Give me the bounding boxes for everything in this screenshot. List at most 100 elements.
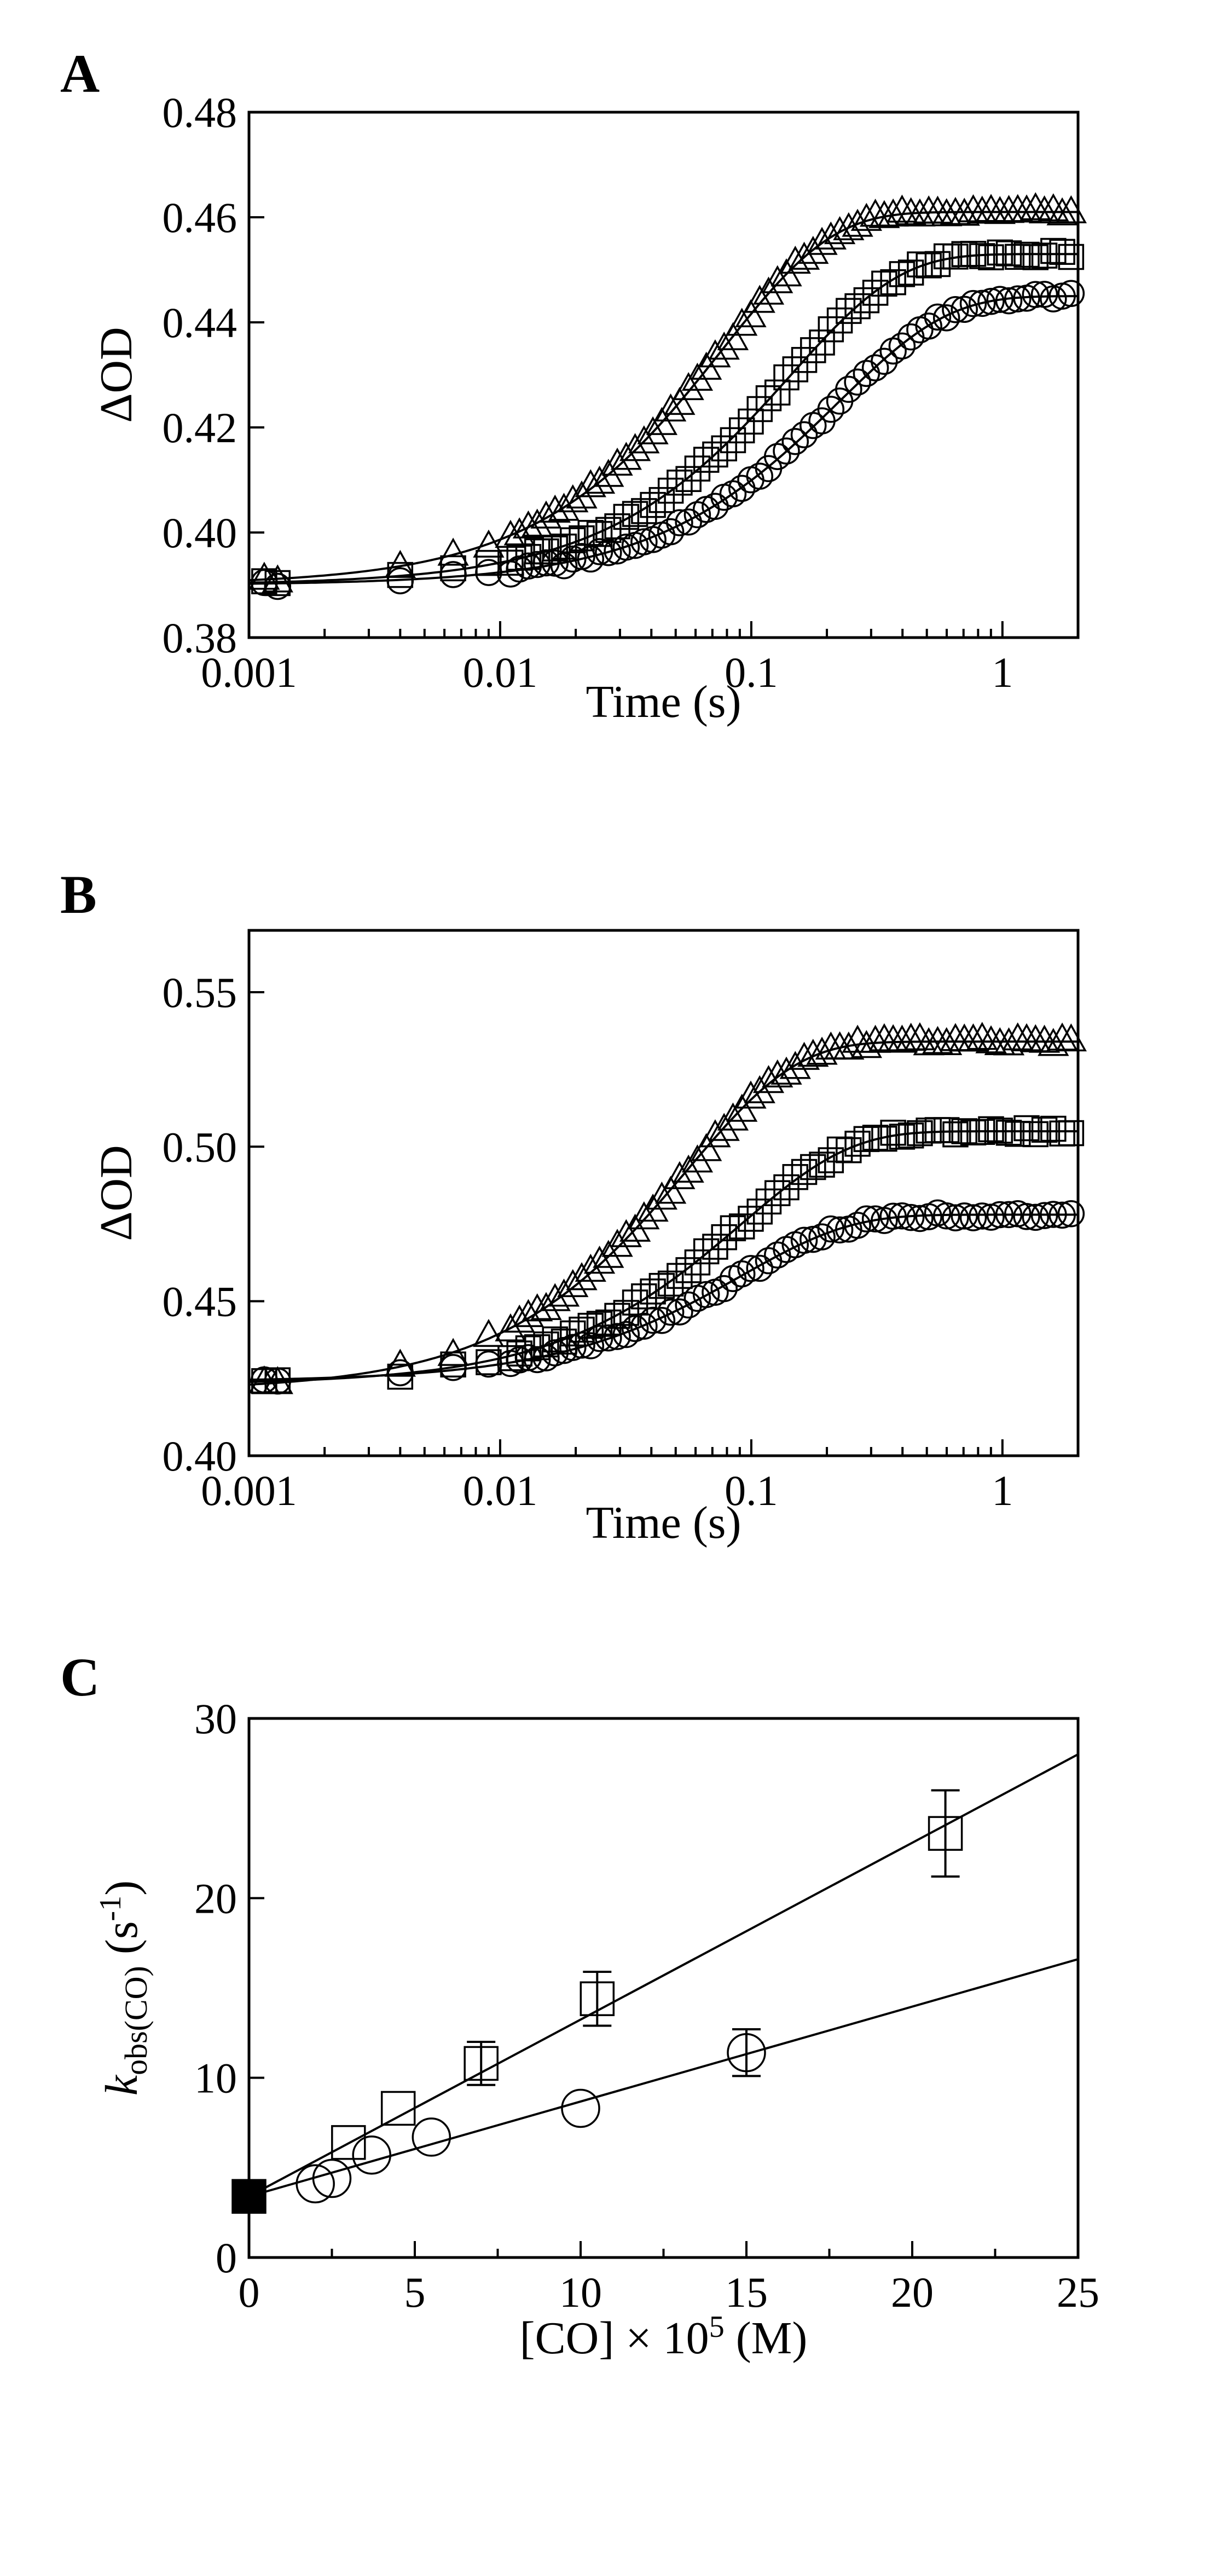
- panel-b-point-triangle: [566, 1262, 598, 1290]
- panel-a-point-square: [897, 259, 924, 286]
- panel-b-point-circle: [844, 1212, 871, 1239]
- panel-b-point-square: [1040, 1115, 1067, 1142]
- panel-a-point-triangle: [788, 241, 820, 270]
- panel-c-axes: 0 10 20 30 0 5 10 15 20 25: [194, 1695, 1099, 2316]
- panel-a-point-triangle: [886, 194, 918, 223]
- panel-b-point-triangle: [610, 1219, 642, 1247]
- panel-a-point-square: [1049, 239, 1075, 265]
- panel-a-point-circle: [746, 462, 773, 490]
- panel-b-point-square: [987, 1118, 1013, 1144]
- panel-a-point-square: [586, 520, 613, 547]
- panel-b-point-circle: [639, 1306, 667, 1334]
- panel-a-point-circle: [986, 286, 1014, 313]
- panel-a-point-triangle: [842, 209, 873, 237]
- panel-a-point-square: [1022, 244, 1049, 270]
- panel-a-point-square: [1005, 244, 1031, 270]
- panel-label-c: C: [60, 1647, 100, 1707]
- panel-b-point-circle: [710, 1275, 738, 1303]
- panel-b-point-triangle: [575, 1253, 606, 1282]
- panel-b-point-circle: [932, 1202, 960, 1230]
- panel-b-point-circle: [648, 1307, 676, 1334]
- panel-b-point-triangle: [744, 1075, 775, 1103]
- panel-b-point-triangle: [993, 1027, 1025, 1056]
- panel-a-point-circle: [844, 368, 871, 396]
- panel-a-point-square: [782, 356, 809, 383]
- panel-a-point-circle: [888, 332, 916, 360]
- panel-b-point-square: [969, 1119, 995, 1145]
- panel-c-point-square: [580, 1981, 615, 2016]
- panel-a-point-circle: [995, 287, 1023, 315]
- panel-b-point-circle: [942, 1204, 969, 1232]
- panel-b-x-tick-label: 0.001: [201, 1467, 297, 1514]
- panel-c-point-circle: [412, 2117, 451, 2157]
- panel-a-point-triangle: [984, 196, 1016, 224]
- panel-a-point-square: [577, 520, 604, 546]
- panel-c-x-tick-label: 10: [559, 2268, 602, 2316]
- panel-a-point-triangle: [904, 198, 936, 227]
- panel-b-point-circle: [386, 1359, 414, 1387]
- panel-a-point-triangle: [681, 362, 714, 391]
- panel-a-point-circle: [924, 303, 952, 331]
- panel-b-point-circle: [523, 1346, 551, 1374]
- panel-a-point-triangle: [975, 194, 1007, 222]
- panel-a-y-tick-label: 0.40: [163, 509, 237, 557]
- panel-b-point-triangle: [922, 1026, 954, 1054]
- panel-c-y-tick-label: 30: [194, 1695, 237, 1743]
- panel-a-point-circle: [835, 375, 862, 403]
- panel-a-point-square: [648, 487, 675, 513]
- panel-b-point-square: [942, 1121, 969, 1148]
- panel-b-point-square: [951, 1118, 977, 1144]
- panel-b-point-circle: [692, 1281, 720, 1309]
- panel-c: C 0 10 20 30 0 5 10 15 20 25 [CO] × 105 (M) kobs(…: [60, 1647, 1099, 2364]
- panel-a-point-circle: [666, 509, 693, 536]
- panel-c-fit-line-circle: [248, 1958, 1079, 2198]
- panel-label-b: B: [60, 864, 97, 925]
- panel-a-point-triangle: [619, 433, 651, 461]
- panel-b-point-triangle: [886, 1024, 918, 1053]
- panel-b-point-circle: [1057, 1200, 1085, 1228]
- panel-a-point-triangle: [512, 510, 544, 539]
- panel-b-point-circle: [657, 1298, 685, 1326]
- panel-a-point-triangle: [1055, 195, 1087, 223]
- panel-a-point-square: [942, 244, 969, 270]
- panel-c-error-bars: [467, 1789, 960, 2086]
- panel-a-point-circle: [612, 534, 640, 561]
- panel-a-fit-curve-circle: [248, 295, 1078, 585]
- panel-a-point-square: [711, 435, 737, 462]
- panel-a-point-triangle: [744, 285, 775, 313]
- panel-a-point-square: [560, 527, 586, 553]
- panel-b-point-square: [791, 1159, 818, 1185]
- panel-b-point-square: [782, 1164, 809, 1190]
- panel-a-point-triangle: [593, 459, 624, 487]
- panel-b-point-circle: [568, 1332, 595, 1359]
- panel-a-x-tick-label: 0.1: [725, 649, 778, 696]
- panel-a-point-triangle: [797, 235, 829, 264]
- panel-a-point-triangle: [575, 469, 606, 497]
- panel-a-point-circle: [264, 572, 292, 600]
- panel-a-point-circle: [781, 428, 809, 455]
- panel-b-point-circle: [746, 1254, 773, 1282]
- panel-a-point-square: [969, 243, 995, 269]
- panel-b-point-circle: [612, 1321, 640, 1348]
- panel-b-point-square: [773, 1174, 800, 1201]
- panel-c-x-tick-label: 20: [891, 2268, 934, 2316]
- panel-a-point-circle: [1040, 285, 1067, 312]
- panel-b-point-square: [648, 1272, 675, 1299]
- panel-b-point-circle: [439, 1353, 467, 1381]
- panel-a-point-square: [720, 427, 746, 454]
- panel-b-fit-curve-square: [248, 1130, 1078, 1383]
- panel-a-point-triangle: [539, 494, 571, 523]
- panel-a-point-circle: [523, 551, 551, 578]
- panel-a-point-triangle: [726, 308, 758, 336]
- panel-b-point-square: [755, 1188, 782, 1215]
- panel-a-point-square: [844, 293, 871, 320]
- panel-c-x-tick-label: 15: [725, 2268, 768, 2316]
- panel-b-point-square: [871, 1125, 897, 1152]
- panel-b-point-triangle: [1011, 1023, 1042, 1051]
- panel-a-point-circle: [817, 396, 845, 423]
- panel-a-y-tick-label: 0.44: [163, 299, 237, 346]
- panel-b-point-triangle: [1028, 1024, 1061, 1053]
- panel-b-point-circle: [959, 1204, 987, 1231]
- panel-b-point-square: [1022, 1121, 1049, 1148]
